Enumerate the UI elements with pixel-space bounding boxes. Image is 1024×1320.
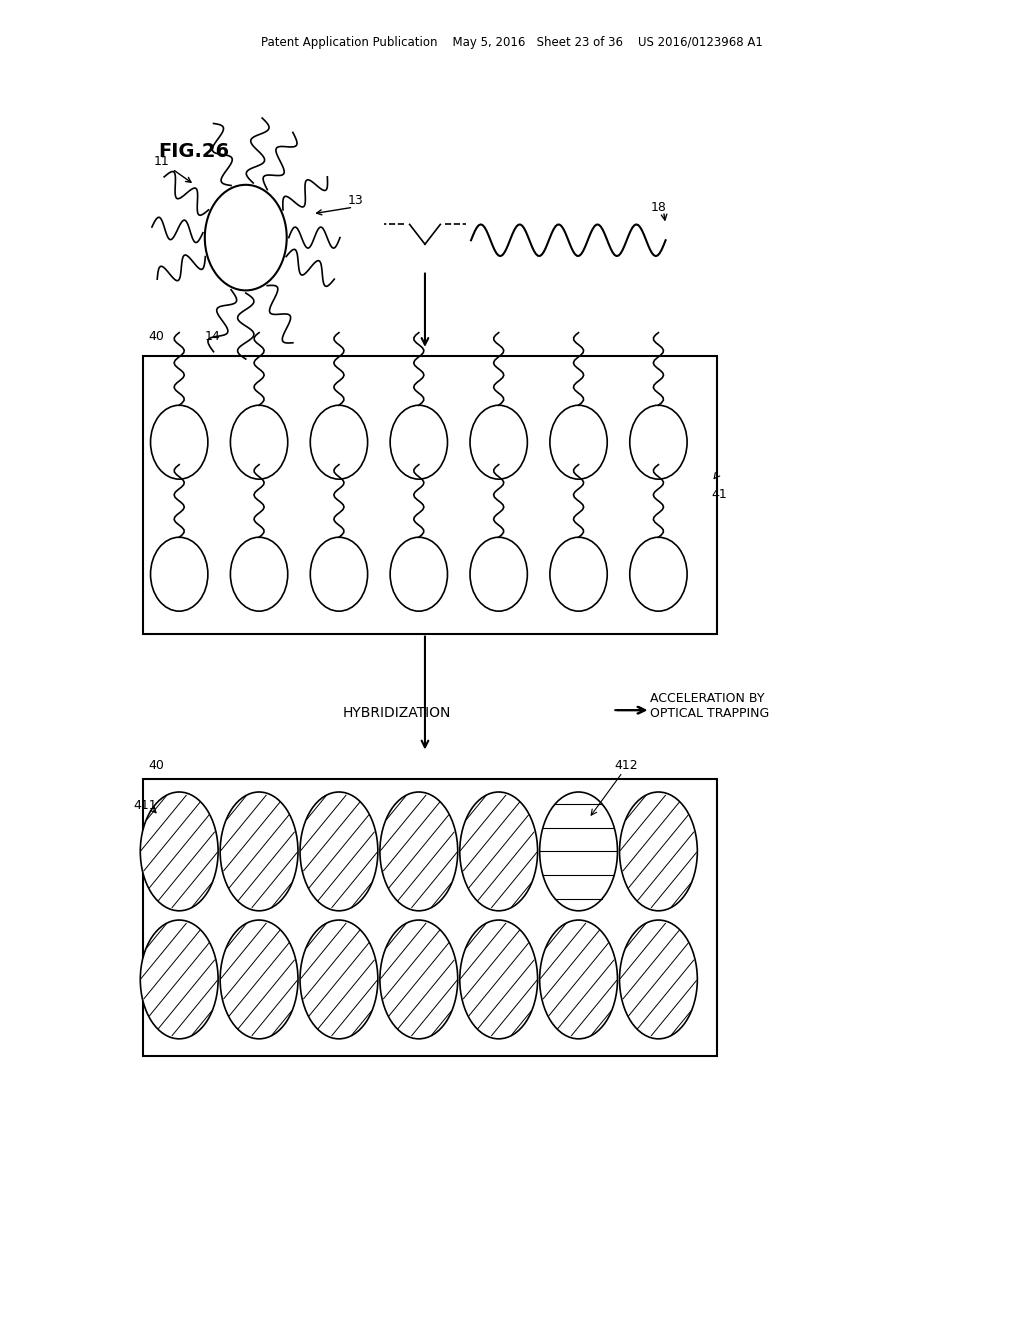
Ellipse shape bbox=[380, 792, 458, 911]
Ellipse shape bbox=[300, 792, 378, 911]
Bar bbox=[143, 356, 717, 634]
Ellipse shape bbox=[380, 920, 458, 1039]
Text: 14: 14 bbox=[205, 330, 220, 343]
Ellipse shape bbox=[540, 920, 617, 1039]
Ellipse shape bbox=[460, 920, 538, 1039]
Text: HYBRIDIZATION: HYBRIDIZATION bbox=[343, 706, 452, 719]
Text: 13: 13 bbox=[348, 194, 364, 207]
Text: 11: 11 bbox=[154, 154, 191, 182]
Text: 40: 40 bbox=[148, 759, 165, 772]
Ellipse shape bbox=[220, 920, 298, 1039]
Ellipse shape bbox=[140, 920, 218, 1039]
Bar bbox=[143, 779, 717, 1056]
Ellipse shape bbox=[220, 792, 298, 911]
Ellipse shape bbox=[460, 792, 538, 911]
Ellipse shape bbox=[540, 792, 617, 911]
Text: 412: 412 bbox=[614, 759, 638, 772]
Ellipse shape bbox=[620, 792, 697, 911]
Ellipse shape bbox=[300, 920, 378, 1039]
Ellipse shape bbox=[620, 920, 697, 1039]
Ellipse shape bbox=[140, 792, 218, 911]
Text: Patent Application Publication    May 5, 2016   Sheet 23 of 36    US 2016/012396: Patent Application Publication May 5, 20… bbox=[261, 36, 763, 49]
Text: 411: 411 bbox=[133, 799, 157, 812]
Text: FIG.26: FIG.26 bbox=[159, 143, 229, 161]
Text: 41: 41 bbox=[712, 488, 727, 502]
Text: 18: 18 bbox=[650, 201, 667, 214]
Text: ACCELERATION BY
OPTICAL TRAPPING: ACCELERATION BY OPTICAL TRAPPING bbox=[650, 692, 769, 721]
Text: 40: 40 bbox=[148, 330, 165, 343]
